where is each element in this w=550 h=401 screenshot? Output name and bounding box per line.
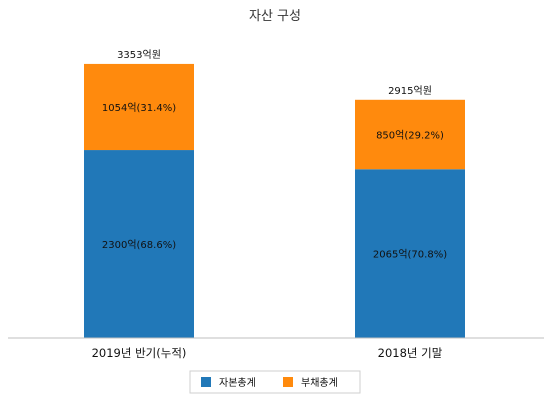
- legend-label-liabilities: 부채총계: [301, 377, 338, 389]
- bar-liabilities-0: [84, 63, 194, 151]
- total-label-1: 2915억원: [388, 85, 432, 97]
- legend-swatch-liabilities: [283, 377, 293, 387]
- category-label-0: 2019년 반기(누적): [92, 346, 187, 360]
- chart-title: 자산 구성: [249, 9, 301, 24]
- category-label-1: 2018년 기말: [378, 346, 443, 360]
- data-label-equity-0: 2300억(68.6%): [102, 239, 176, 251]
- x-axis-labels: 2019년 반기(누적) 2018년 기말: [92, 346, 443, 360]
- legend: 자본총계 부채총계: [189, 370, 361, 394]
- bar-equity-1: [355, 169, 465, 338]
- data-label-liabilities-1: 850억(29.2%): [376, 130, 444, 142]
- legend-box: [189, 370, 361, 394]
- bar-equity-0: [84, 150, 194, 338]
- data-label-equity-1: 2065억(70.8%): [373, 249, 447, 261]
- legend-swatch-equity: [201, 377, 211, 387]
- data-label-liabilities-0: 1054억(31.4%): [102, 102, 176, 114]
- total-label-0: 3353억원: [117, 49, 161, 61]
- bars-group: 2300억(68.6%) 1054억(31.4%) 3353억원 2065억(70.8…: [84, 49, 465, 338]
- legend-label-equity: 자본총계: [219, 377, 256, 389]
- bar-liabilities-1: [355, 99, 465, 170]
